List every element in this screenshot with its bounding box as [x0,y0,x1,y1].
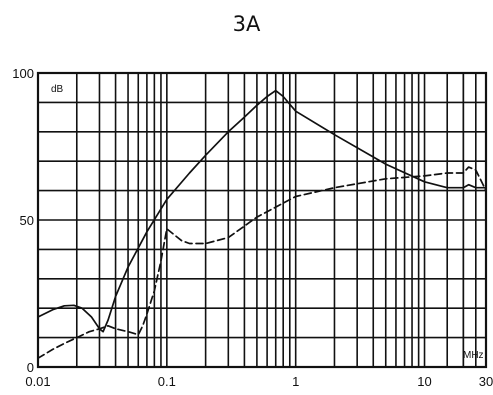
x-unit-label: MHz [463,350,484,361]
plot-frame [36,71,488,369]
y-tick-label: 0 [27,360,34,375]
y-tick-label: 50 [20,213,34,228]
x-tick-label: 30 [479,374,493,389]
x-tick-label: 0.1 [158,374,176,389]
x-tick-label: 1 [292,374,299,389]
series-group [37,89,487,360]
y-unit-label: dB [51,84,64,95]
x-tick-label: 10 [417,374,431,389]
x-tick-label: 0.01 [25,374,50,389]
grid [38,73,486,367]
tick-labels: 0.01 0.1 1 10 30 0 50 100 [12,66,493,389]
y-tick-label: 100 [12,66,34,81]
series-line-solid [37,89,487,333]
chart-title: 3A [232,12,261,36]
